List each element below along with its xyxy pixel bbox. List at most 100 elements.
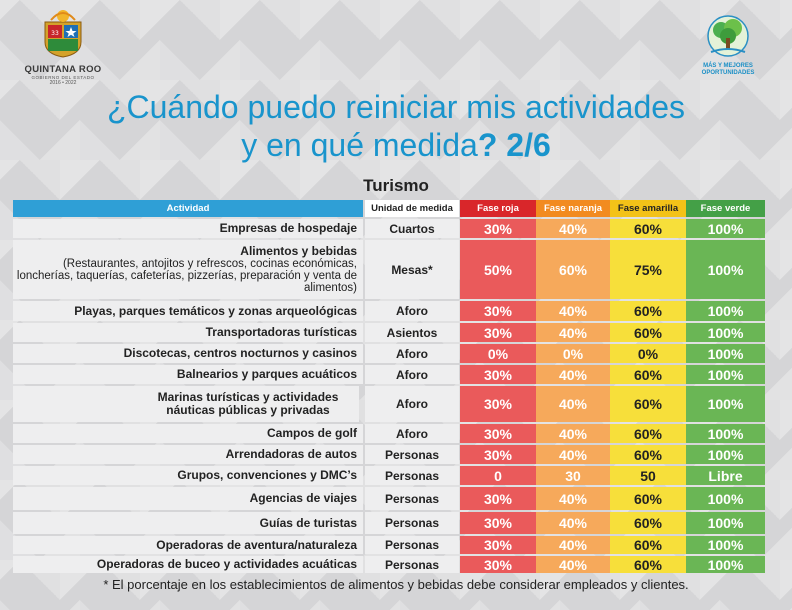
title-line-1: ¿Cuándo puedo reiniciar mis actividades — [106, 89, 686, 125]
activity-cell: Operadoras de buceo y actividades acuáti… — [13, 556, 363, 573]
table-row: Guías de turistas Personas 30% 40% 60% 1… — [13, 512, 765, 534]
activity-cell: Transportadoras turísticas — [13, 323, 363, 342]
red-value: 30% — [460, 301, 536, 321]
activity-cell: Marinas turísticas y actividades náutica… — [13, 386, 359, 422]
orange-value: 40% — [536, 386, 610, 422]
red-value: 30% — [460, 445, 536, 464]
title-page-number: ? 2/6 — [477, 127, 551, 163]
table-row: Operadoras de aventura/naturaleza Person… — [13, 536, 765, 554]
activity-cell: Operadoras de aventura/naturaleza — [13, 536, 363, 554]
tree-icon — [707, 15, 749, 57]
activity-cell: Alimentos y bebidas (Restaurantes, antoj… — [13, 240, 363, 299]
green-value: 100% — [686, 487, 765, 510]
red-value: 30% — [460, 487, 536, 510]
activity-cell: Grupos, convenciones y DMC’s — [13, 466, 363, 485]
unit-cell: Personas — [365, 536, 459, 554]
table-row: Balnearios y parques acuáticos Aforo 30%… — [13, 365, 765, 384]
table-row: Empresas de hospedaje Cuartos 30% 40% 60… — [13, 219, 765, 238]
yellow-value: 60% — [610, 487, 686, 510]
red-value: 0% — [460, 344, 536, 363]
unit-cell: Asientos — [365, 323, 459, 342]
header-unit: Unidad de medida — [365, 200, 459, 217]
yellow-value: 60% — [610, 386, 686, 422]
unit-cell: Mesas* — [365, 240, 459, 299]
title-line-2-text: y en qué medida — [241, 127, 478, 163]
yellow-value: 60% — [610, 365, 686, 384]
unit-cell: Aforo — [365, 301, 459, 321]
green-value: 100% — [686, 323, 765, 342]
header-orange-phase: Fase naranja — [536, 200, 610, 217]
red-value: 30% — [460, 323, 536, 342]
table-row: Discotecas, centros nocturnos y casinos … — [13, 344, 765, 363]
green-value: 100% — [686, 344, 765, 363]
table-row: Grupos, convenciones y DMC’s Personas 0 … — [13, 466, 765, 485]
state-government-label: GOBIERNO DEL ESTADO — [31, 75, 95, 80]
orange-value: 40% — [536, 445, 610, 464]
yellow-value: 60% — [610, 301, 686, 321]
activity-cell: Arrendadoras de autos — [13, 445, 363, 464]
table-row: Transportadoras turísticas Asientos 30% … — [13, 323, 765, 342]
svg-text:33: 33 — [51, 30, 59, 37]
table-row: Alimentos y bebidas (Restaurantes, antoj… — [13, 240, 765, 299]
unit-cell: Aforo — [365, 365, 459, 384]
table-row: Arrendadoras de autos Personas 30% 40% 6… — [13, 445, 765, 464]
red-value: 0 — [460, 466, 536, 485]
slogan-logo: MÁS Y MEJORES OPORTUNIDADES — [688, 14, 768, 77]
state-logo: 33 QUINTANA ROO GOBIERNO DEL ESTADO 2016… — [18, 8, 108, 86]
table-row: Marinas turísticas y actividades náutica… — [13, 386, 765, 422]
table-row: Agencias de viajes Personas 30% 40% 60% … — [13, 487, 765, 510]
red-value: 30% — [460, 556, 536, 573]
yellow-value: 0% — [610, 344, 686, 363]
green-value: Libre — [686, 466, 765, 485]
unit-cell: Aforo — [365, 344, 459, 363]
orange-value: 40% — [536, 512, 610, 534]
section-title: Turismo — [363, 176, 429, 195]
green-value: 100% — [686, 556, 765, 573]
red-value: 30% — [460, 219, 536, 238]
table-row: Operadoras de buceo y actividades acuáti… — [13, 556, 765, 573]
activity-cell: Playas, parques temáticos y zonas arqueo… — [13, 301, 363, 321]
orange-value: 40% — [536, 424, 610, 443]
state-years: 2016 • 2022 — [49, 80, 77, 86]
activity-cell: Guías de turistas — [13, 512, 363, 534]
activity-cell: Balnearios y parques acuáticos — [13, 365, 363, 384]
title-line-2: y en qué medida? 2/6 — [0, 126, 792, 164]
red-value: 30% — [460, 512, 536, 534]
green-value: 100% — [686, 240, 765, 299]
activity-detail: (Restaurantes, antojitos y refrescos, co… — [16, 258, 357, 294]
orange-value: 60% — [536, 240, 610, 299]
unit-cell: Personas — [365, 512, 459, 534]
slogan-line-1: MÁS Y MEJORES — [703, 63, 753, 69]
orange-value: 40% — [536, 219, 610, 238]
green-value: 100% — [686, 445, 765, 464]
activity-cell: Campos de golf — [13, 424, 363, 443]
green-value: 100% — [686, 386, 765, 422]
page-title: ¿Cuándo puedo reiniciar mis actividades … — [0, 88, 792, 164]
red-value: 30% — [460, 386, 536, 422]
unit-cell: Aforo — [365, 424, 459, 443]
red-value: 30% — [460, 365, 536, 384]
slogan-line-2: OPORTUNIDADES — [701, 70, 755, 76]
header-red-phase: Fase roja — [460, 200, 536, 217]
header-activity: Actividad — [13, 200, 363, 217]
red-value: 50% — [460, 240, 536, 299]
state-name: QUINTANA ROO — [24, 64, 102, 75]
yellow-value: 60% — [610, 556, 686, 573]
footnote: * El porcentaje en los establecimientos … — [103, 577, 689, 592]
unit-cell: Personas — [365, 445, 459, 464]
unit-cell: Personas — [365, 466, 459, 485]
orange-value: 0% — [536, 344, 610, 363]
orange-value: 40% — [536, 323, 610, 342]
activity-cell: Empresas de hospedaje — [13, 219, 363, 238]
activity-cell: Discotecas, centros nocturnos y casinos — [13, 344, 363, 363]
green-value: 100% — [686, 219, 765, 238]
red-value: 30% — [460, 536, 536, 554]
yellow-value: 60% — [610, 323, 686, 342]
table-row: Playas, parques temáticos y zonas arqueo… — [13, 301, 765, 321]
orange-value: 30 — [536, 466, 610, 485]
green-value: 100% — [686, 301, 765, 321]
header-yellow-phase: Fase amarilla — [610, 200, 686, 217]
yellow-value: 60% — [610, 219, 686, 238]
table-row: Campos de golf Aforo 30% 40% 60% 100% — [13, 424, 765, 443]
activity-name: Alimentos y bebidas — [240, 244, 357, 258]
